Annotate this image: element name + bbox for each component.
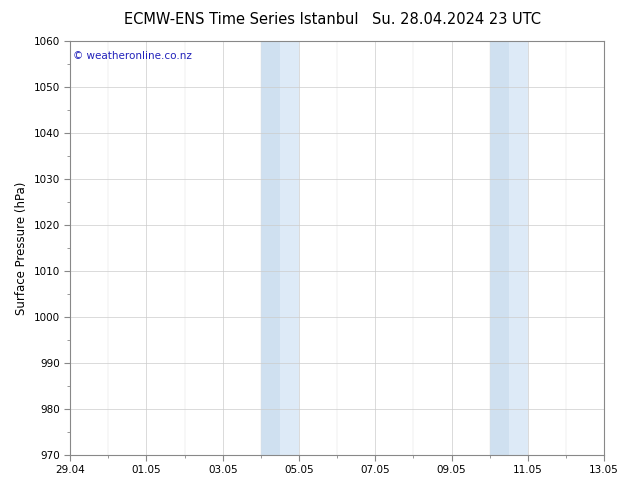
Text: Su. 28.04.2024 23 UTC: Su. 28.04.2024 23 UTC [372,12,541,27]
Bar [261,41,280,455]
Text: © weatheronline.co.nz: © weatheronline.co.nz [73,51,191,61]
Bar [509,41,528,455]
Y-axis label: Surface Pressure (hPa): Surface Pressure (hPa) [15,181,28,315]
Text: ECMW-ENS Time Series Istanbul: ECMW-ENS Time Series Istanbul [124,12,358,27]
Bar [280,41,299,455]
Bar [489,41,509,455]
